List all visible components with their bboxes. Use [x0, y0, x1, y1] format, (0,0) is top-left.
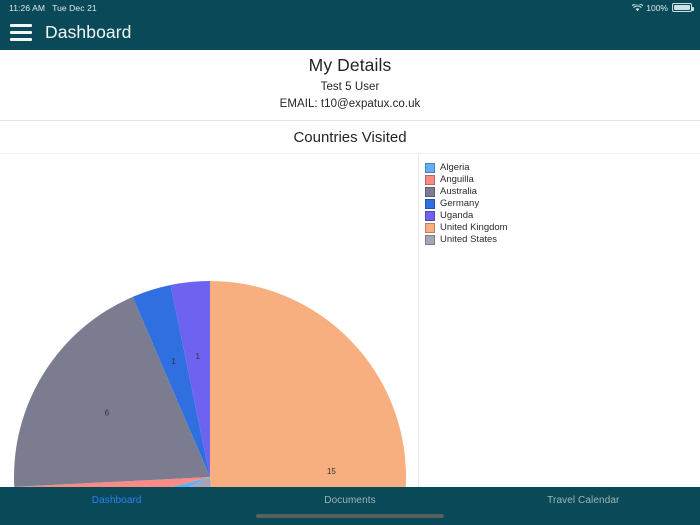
legend-item[interactable]: United States — [425, 234, 508, 246]
legend-color-swatch — [425, 199, 435, 209]
navigation-bar: Dashboard — [0, 15, 700, 50]
pie-slice[interactable] — [34, 477, 230, 487]
hamburger-menu-icon[interactable] — [10, 24, 32, 41]
page-title: Dashboard — [45, 22, 132, 42]
legend-label: Australia — [440, 186, 477, 197]
pie-slice[interactable] — [14, 477, 210, 487]
legend-label: Algeria — [440, 162, 470, 173]
legend-item[interactable]: Germany — [425, 198, 508, 210]
status-bar-right: 100% — [632, 2, 694, 13]
my-details-heading: My Details — [308, 55, 392, 75]
pie-slices[interactable] — [13, 281, 406, 487]
status-date: Tue Dec 21 — [52, 2, 97, 13]
status-bar-left: 11:26 AM Tue Dec 21 — [9, 3, 97, 13]
my-details-section: My Details Test 5 User EMAIL: t10@expatu… — [0, 50, 700, 121]
legend-item[interactable]: United Kingdom — [425, 222, 508, 234]
chart-legend: Algeria Anguilla Australia Germany Uganda Uni… — [425, 162, 508, 246]
pie-slice-value-label: 1 — [195, 352, 200, 361]
status-time: 11:26 AM — [9, 2, 46, 13]
section-divider — [0, 120, 700, 121]
pie-slice[interactable] — [170, 281, 210, 477]
user-email: EMAIL: t10@expatux.co.uk — [279, 98, 421, 110]
countries-visited-chart: 15611611 AlgeriaAnguillaAustraliaGermany… — [0, 152, 700, 487]
legend-color-swatch — [425, 235, 435, 245]
legend-color-swatch — [425, 223, 435, 233]
pie-slice[interactable] — [132, 285, 210, 477]
chart-top-border — [0, 153, 700, 154]
status-bar: 11:26 AM Tue Dec 21 100% — [0, 0, 700, 15]
legend-color-swatch — [425, 211, 435, 221]
user-name: Test 5 User — [320, 81, 380, 93]
pie-slice-value-label: 1 — [171, 357, 176, 366]
chart-vertical-divider — [418, 154, 419, 487]
main-content: My Details Test 5 User EMAIL: t10@expatu… — [0, 50, 700, 487]
pie-slice-labels: 15611611 — [105, 352, 337, 476]
battery-full-icon — [672, 3, 694, 12]
pie-slice-value-label: 15 — [327, 467, 336, 476]
legend-label: Uganda — [440, 210, 474, 221]
pie-chart-svg[interactable]: 15611611 — [0, 136, 420, 487]
legend-item[interactable]: Australia — [425, 186, 508, 198]
legend-color-swatch — [425, 187, 435, 197]
home-indicator[interactable] — [256, 514, 444, 518]
chart-title: Countries Visited — [293, 129, 407, 146]
legend-item[interactable]: Uganda — [425, 210, 508, 222]
pie-slice[interactable] — [210, 281, 406, 487]
pie-slice-value-label: 6 — [105, 409, 110, 418]
legend-color-swatch — [425, 163, 435, 173]
legend-label: United States — [440, 234, 498, 245]
tab-dashboard[interactable]: Dashboard — [91, 495, 142, 506]
bottom-tab-bar: Dashboard Documents Travel Calendar — [0, 487, 700, 525]
pie-slice[interactable] — [20, 477, 210, 487]
pie-slice[interactable] — [13, 296, 210, 487]
legend-label: Anguilla — [440, 174, 474, 185]
battery-percent-label: 100% — [646, 2, 668, 13]
legend-label: United Kingdom — [440, 222, 508, 233]
legend-color-swatch — [425, 175, 435, 185]
legend-label: Germany — [440, 198, 480, 209]
wifi-icon — [632, 3, 644, 12]
tab-documents[interactable]: Documents — [324, 495, 376, 506]
tab-travel-calendar[interactable]: Travel Calendar — [547, 495, 620, 506]
legend-item[interactable]: Algeria — [425, 162, 508, 174]
legend-item[interactable]: Anguilla — [425, 174, 508, 186]
